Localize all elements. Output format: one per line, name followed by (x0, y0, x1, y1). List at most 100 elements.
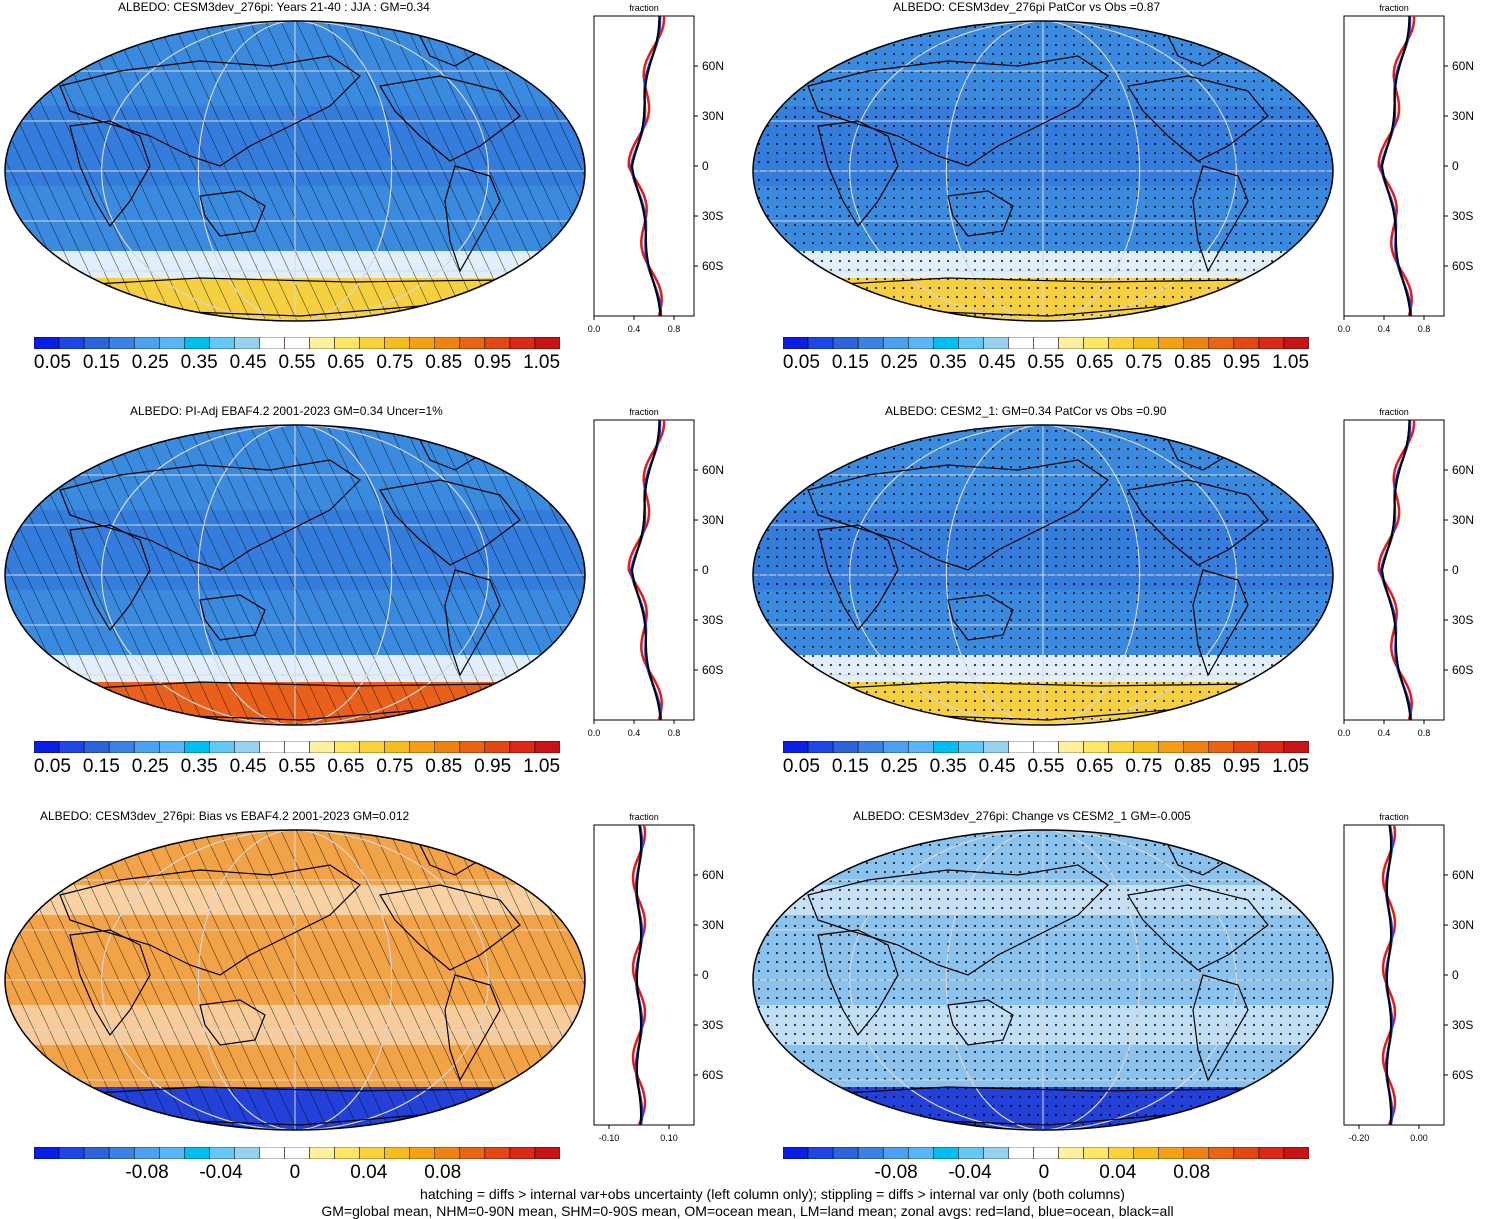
colorbar-label: 0.45 (978, 756, 1016, 777)
colorbar-label: 0.04 (350, 1162, 388, 1183)
zonal-lat-label: 30N (702, 918, 724, 932)
zonal-lat-label: 30N (1452, 918, 1474, 932)
colorbar-swatch (234, 337, 260, 349)
colorbar-swatch (1033, 1147, 1059, 1159)
colorbar-swatch (1108, 741, 1134, 753)
zonal-x-tick: 0.4 (1378, 324, 1391, 334)
colorbar-swatch (857, 337, 884, 349)
zonal-header: fraction (629, 3, 659, 13)
zonal-x-tick: 0.4 (1378, 728, 1391, 738)
colorbar-swatch (309, 337, 335, 349)
zonal-x-tick: -0.10 (599, 1133, 620, 1143)
colorbar-swatch (184, 337, 210, 349)
colorbar-swatch (1083, 337, 1109, 349)
colorbar-swatch (882, 1147, 909, 1159)
zonal-lat-label: 30S (1452, 209, 1473, 223)
zonal-lat-label: 0 (702, 563, 709, 577)
colorbar-label: 0.85 (425, 352, 463, 373)
colorbar-label: -0.08 (874, 1162, 918, 1183)
colorbar-label: -0.08 (125, 1162, 169, 1183)
zonal-x-tick: 0.0 (1338, 324, 1351, 334)
colorbar-swatch (384, 337, 410, 349)
zonal-lat-label: 0 (1452, 563, 1459, 577)
colorbar-swatch (882, 337, 909, 349)
zonal-lat-label: 30S (702, 613, 723, 627)
colorbar-label: 0.45 (229, 352, 267, 373)
colorbar-swatch (459, 741, 486, 753)
colorbar-swatch (1258, 337, 1285, 349)
colorbar-label: 0.25 (880, 352, 918, 373)
colorbar-swatch (933, 337, 959, 349)
zonal-lat-label: 0 (1452, 159, 1459, 173)
zonal-lat-label: 60N (702, 868, 724, 882)
colorbar-swatch (534, 741, 560, 753)
zonal-x-tick: 0.00 (1410, 1133, 1428, 1143)
colorbar-swatch (434, 1147, 461, 1159)
colorbar-swatch (1033, 337, 1059, 349)
panel-title-2: ALBEDO: CESM3dev_276pi PatCor vs Obs =0.… (893, 0, 1161, 14)
colorbar-swatch (284, 1147, 310, 1159)
panel-title-6: ALBEDO: CESM3dev_276pi: Change vs CESM2_… (853, 809, 1191, 823)
colorbar-swatch (1083, 741, 1109, 753)
colorbar-labels-1: 0.05 0.15 0.25 0.35 0.45 0.55 0.65 0.75 0.85 0.95… (34, 352, 560, 376)
colorbar-swatch (434, 337, 461, 349)
colorbar-swatch (1233, 337, 1260, 349)
colorbar-label: 0 (1038, 1162, 1050, 1183)
colorbar-label: 0.65 (327, 756, 365, 777)
colorbar-label: 0.95 (474, 756, 512, 777)
colorbar-swatch (34, 1147, 60, 1159)
colorbar-swatch (1058, 741, 1084, 753)
colorbar-swatch (832, 741, 859, 753)
colorbar-label: 0.75 (376, 756, 414, 777)
colorbar-label: 0.75 (376, 352, 414, 373)
map-panel-6 (752, 829, 1334, 1131)
zonal-header: fraction (1379, 812, 1409, 822)
colorbar-swatch (459, 337, 486, 349)
zonal-x-tick: 0.8 (668, 324, 681, 334)
colorbar-labels-3: 0.05 0.15 0.25 0.35 0.45 0.55 0.65 0.75 0.85 0.95… (34, 756, 560, 780)
colorbar-label: 0.05 (782, 352, 820, 373)
zonal-header: fraction (1379, 3, 1409, 13)
zonal-all-curve (1385, 824, 1393, 1126)
zonal-header: fraction (629, 407, 659, 417)
colorbar-label: 1.05 (1272, 352, 1310, 373)
zonal-lat-label: 60S (1452, 663, 1473, 677)
zonal-lat-label: 60S (702, 663, 723, 677)
colorbar-swatch (807, 741, 834, 753)
zonal-all-curve (631, 15, 662, 317)
map-panel-2 (752, 20, 1334, 322)
colorbar-swatch (1208, 741, 1235, 753)
colorbar-swatch (108, 1147, 135, 1159)
map-panel-4 (752, 424, 1334, 726)
zonal-lat-label: 30S (702, 209, 723, 223)
colorbar-swatch (1108, 337, 1134, 349)
zonal-plot-1: fraction 60N 30N 0 30S 60S 0.0 0.4 0.8 (588, 3, 724, 334)
panel-title-3: ALBEDO: PI-Adj EBAF4.2 2001-2023 GM=0.34… (130, 404, 443, 418)
colorbar-swatch (933, 741, 959, 753)
zonal-lat-label: 0 (1452, 968, 1459, 982)
colorbar-label: 0.55 (278, 756, 316, 777)
zonal-all-curve (1381, 419, 1412, 721)
colorbar-swatch (1008, 337, 1034, 349)
panel-title-5: ALBEDO: CESM3dev_276pi: Bias vs EBAF4.2 … (40, 809, 410, 823)
zonal-lat-label: 60N (1452, 463, 1474, 477)
colorbar-swatch (1108, 1147, 1134, 1159)
colorbar-swatch (1133, 1147, 1159, 1159)
colorbar-swatch (807, 337, 834, 349)
zonal-lat-label: 60N (1452, 868, 1474, 882)
colorbar-label: 0.05 (782, 756, 820, 777)
colorbar-swatch (1083, 1147, 1109, 1159)
colorbar-label: 0.85 (1174, 756, 1212, 777)
colorbar-swatch (958, 337, 984, 349)
zonal-x-tick: 0.8 (1418, 324, 1431, 334)
colorbar-swatch (958, 1147, 984, 1159)
colorbar-swatch (907, 337, 934, 349)
zonal-plot-6: fraction 60N 30N 0 30S 60S -0.20 0.00 (1343, 812, 1474, 1143)
colorbar-label: 0.65 (327, 352, 365, 373)
colorbar-swatch (1258, 1147, 1285, 1159)
zonal-lat-label: 60N (702, 59, 724, 73)
colorbar-swatch (1258, 741, 1285, 753)
zonal-header: fraction (629, 812, 659, 822)
colorbar-swatch (1233, 741, 1260, 753)
zonal-x-tick: 0.8 (1418, 728, 1431, 738)
